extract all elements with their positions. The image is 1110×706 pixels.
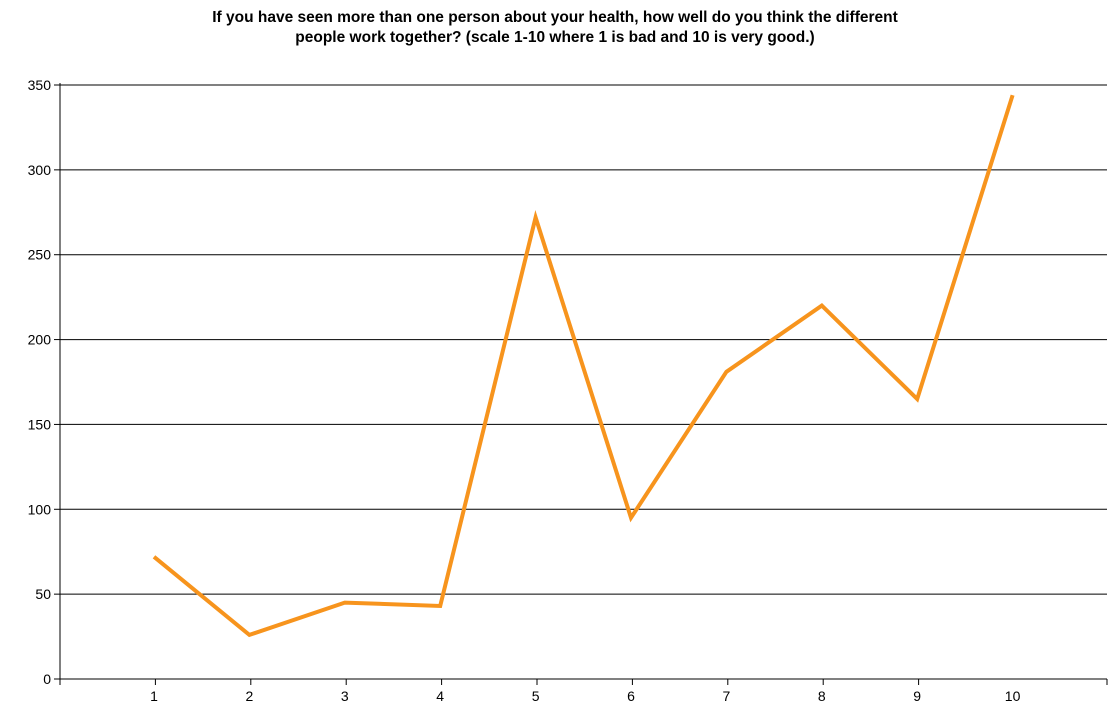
x-tick-label-1: 1 (150, 688, 158, 704)
y-tick-label-250: 250 (28, 247, 52, 263)
x-axis-tick-labels: 1 2 3 4 5 6 7 8 9 10 (150, 688, 1020, 704)
gridlines (60, 84, 1107, 595)
y-tick-label-100: 100 (28, 501, 52, 517)
chart-title-line-1: If you have seen more than one person ab… (212, 9, 898, 26)
y-axis-tick-labels: 0 50 100 150 200 250 300 350 (28, 77, 52, 687)
x-tick-label-7: 7 (723, 688, 731, 704)
y-tick-label-300: 300 (28, 162, 52, 178)
y-tick-label-0: 0 (43, 671, 51, 687)
x-tick-label-9: 9 (913, 688, 921, 704)
x-tick-label-5: 5 (532, 688, 540, 704)
x-tick-label-6: 6 (627, 688, 635, 704)
x-tick-label-10: 10 (1005, 688, 1021, 704)
x-tick-label-3: 3 (341, 688, 349, 704)
x-tick-label-2: 2 (246, 688, 254, 704)
chart-title: If you have seen more than one person ab… (0, 8, 1110, 48)
series-layer (152, 94, 1015, 638)
series-line-1 (152, 94, 1015, 638)
y-tick-label-50: 50 (35, 586, 51, 602)
y-tick-label-150: 150 (28, 416, 52, 432)
axes (54, 83, 1108, 685)
y-tick-label-200: 200 (28, 332, 52, 348)
x-tick-label-4: 4 (436, 688, 444, 704)
x-tick-label-8: 8 (818, 688, 826, 704)
chart-title-line-2: people work together? (scale 1-10 where … (295, 29, 815, 46)
y-tick-label-350: 350 (28, 77, 52, 93)
